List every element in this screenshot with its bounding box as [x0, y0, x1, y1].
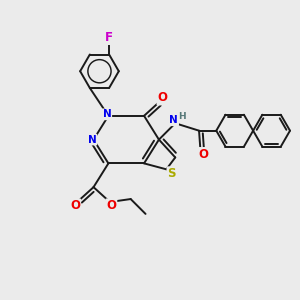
- Text: H: H: [178, 112, 186, 121]
- Text: S: S: [167, 167, 176, 180]
- Text: N: N: [88, 135, 96, 145]
- Text: O: O: [70, 200, 80, 212]
- Text: N: N: [169, 115, 178, 125]
- Text: O: O: [106, 200, 116, 212]
- Text: O: O: [158, 92, 167, 104]
- Text: N: N: [103, 109, 111, 119]
- Text: F: F: [105, 31, 113, 44]
- Text: O: O: [199, 148, 208, 161]
